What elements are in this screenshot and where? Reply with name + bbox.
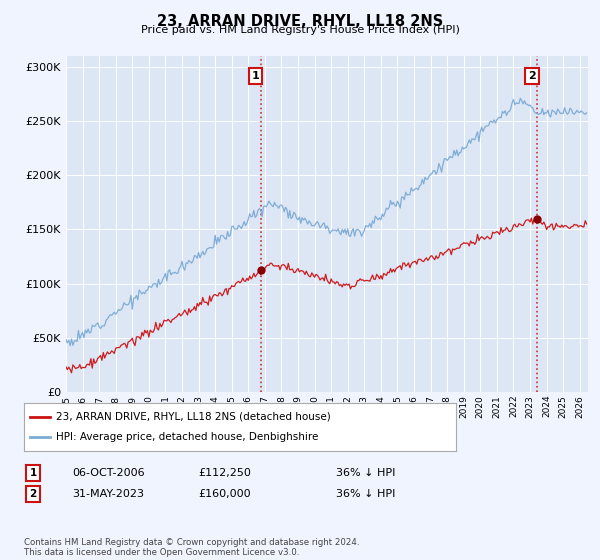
Text: 1: 1	[29, 468, 37, 478]
Text: 1: 1	[252, 71, 260, 81]
Text: 2: 2	[29, 489, 37, 499]
Text: 31-MAY-2023: 31-MAY-2023	[72, 489, 144, 499]
Text: 36% ↓ HPI: 36% ↓ HPI	[336, 468, 395, 478]
Text: 23, ARRAN DRIVE, RHYL, LL18 2NS: 23, ARRAN DRIVE, RHYL, LL18 2NS	[157, 14, 443, 29]
Text: 36% ↓ HPI: 36% ↓ HPI	[336, 489, 395, 499]
Text: 2: 2	[528, 71, 536, 81]
Text: HPI: Average price, detached house, Denbighshire: HPI: Average price, detached house, Denb…	[56, 432, 319, 442]
Text: £160,000: £160,000	[198, 489, 251, 499]
Text: £112,250: £112,250	[198, 468, 251, 478]
Text: Price paid vs. HM Land Registry's House Price Index (HPI): Price paid vs. HM Land Registry's House …	[140, 25, 460, 35]
Text: 06-OCT-2006: 06-OCT-2006	[72, 468, 145, 478]
Text: 23, ARRAN DRIVE, RHYL, LL18 2NS (detached house): 23, ARRAN DRIVE, RHYL, LL18 2NS (detache…	[56, 412, 331, 422]
Text: Contains HM Land Registry data © Crown copyright and database right 2024.
This d: Contains HM Land Registry data © Crown c…	[24, 538, 359, 557]
